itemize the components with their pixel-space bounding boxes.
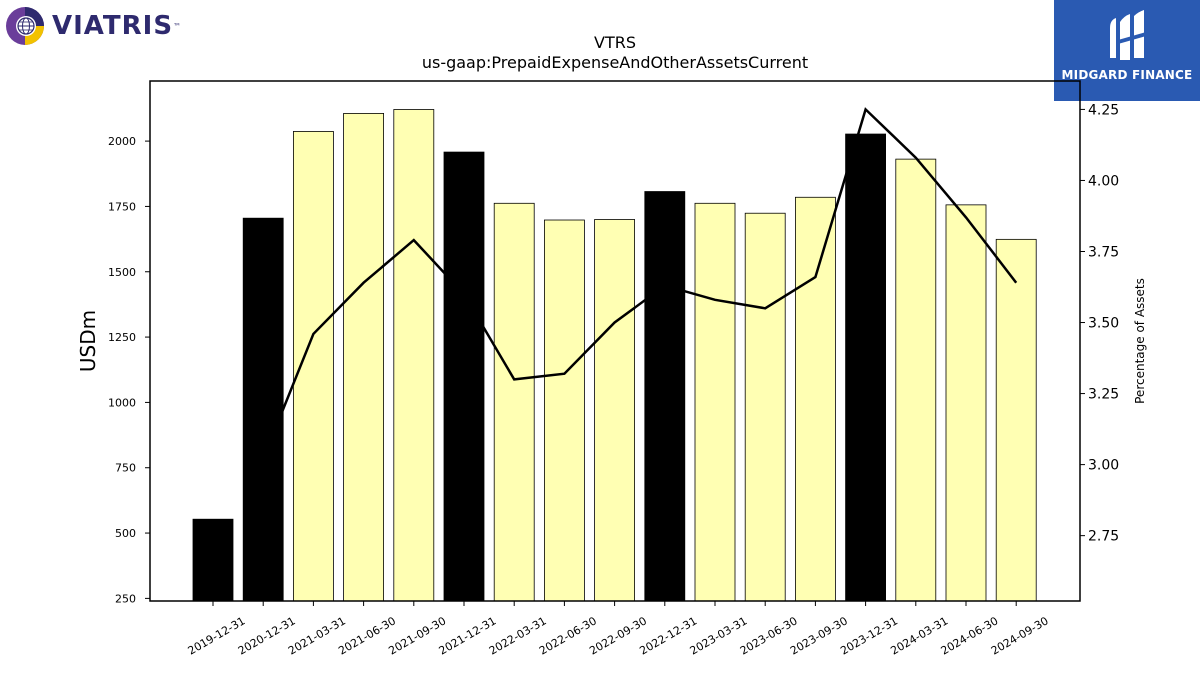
x-tick-label: 2024-09-30 [989, 614, 1051, 657]
y2-tick-label: 3.25 [1088, 387, 1119, 403]
y2-tick-label: 3.50 [1088, 316, 1119, 332]
y2-axis-label: Percentage of Assets [1133, 278, 1147, 404]
chart-subtitle: us-gaap:PrepaidExpenseAndOtherAssetsCurr… [422, 53, 808, 72]
midgard-emblem-icon [1110, 10, 1146, 60]
y2-tick-label: 4.25 [1088, 102, 1119, 118]
viatris-logo: VIATRIS ™ [4, 4, 181, 48]
y2-tick-label: 3.75 [1088, 244, 1119, 260]
y-tick-label: 500 [115, 527, 136, 540]
chart-title: VTRS [594, 33, 636, 52]
y-tick-label: 1250 [108, 331, 136, 344]
y2-tick-label: 3.00 [1088, 458, 1119, 474]
viatris-globe-icon [6, 7, 44, 45]
bar-2022-09-30 [594, 219, 635, 602]
bar-2023-06-30 [744, 212, 786, 602]
y2-tick-label: 4.00 [1088, 173, 1119, 189]
viatris-wordmark: VIATRIS [52, 11, 174, 41]
midgard-wordmark: MIDGARD FINANCE [1061, 68, 1193, 82]
bar-2022-12-31 [644, 191, 686, 602]
bar-2024-09-30 [995, 238, 1037, 602]
y2-axis: 2.75 3.00 3.25 3.50 3.75 4.00 4.25 [1080, 102, 1119, 545]
bar-2021-09-30 [393, 109, 435, 602]
bar-2021-06-30 [343, 113, 385, 602]
bar-2023-12-31 [845, 133, 886, 602]
bar-2020-12-31 [242, 217, 284, 602]
y2-tick-label: 2.75 [1088, 529, 1119, 545]
y-axis-label: USDm [76, 310, 100, 372]
bar-2022-03-31 [493, 202, 535, 602]
midgard-finance-logo: MIDGARD FINANCE [1054, 0, 1200, 101]
percentage-line [262, 107, 1018, 460]
y-tick-label: 1000 [108, 396, 136, 409]
y-tick-label: 250 [115, 592, 136, 605]
bar-2023-09-30 [795, 196, 836, 602]
bar-2024-06-30 [945, 204, 987, 602]
y-tick-label: 1500 [108, 266, 136, 279]
x-axis: 2019-12-312020-12-312021-03-312021-06-30… [186, 601, 1051, 658]
bar-2021-12-31 [443, 151, 485, 602]
bar-series [192, 109, 1037, 602]
bar-2022-06-30 [544, 219, 585, 602]
viatris-trademark: ™ [173, 21, 182, 31]
y-tick-label: 2000 [108, 135, 136, 148]
bar-2024-03-31 [895, 158, 937, 602]
bar-2019-12-31 [192, 518, 234, 602]
y-axis: 250 500 750 1000 1250 1500 1750 2000 [108, 135, 150, 605]
y-tick-label: 750 [115, 462, 136, 475]
y-tick-label: 1750 [108, 200, 136, 213]
bar-2023-03-31 [694, 202, 736, 602]
